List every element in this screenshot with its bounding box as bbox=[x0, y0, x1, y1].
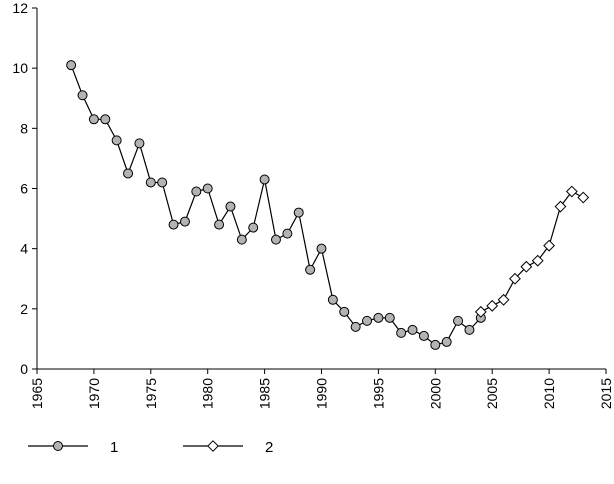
x-tick-label: 2015 bbox=[598, 378, 614, 409]
series-1-point bbox=[327, 294, 338, 305]
series-1-point bbox=[111, 135, 122, 146]
series-1-point bbox=[168, 219, 179, 230]
series-1-point bbox=[282, 228, 293, 239]
series-2-point bbox=[474, 305, 487, 318]
series-layer bbox=[66, 60, 590, 350]
series-2-line bbox=[480, 190, 584, 313]
series-2-point bbox=[565, 185, 578, 198]
series-1-point bbox=[430, 339, 441, 350]
x-tick-label: 1970 bbox=[86, 378, 102, 409]
series-1-point bbox=[134, 138, 145, 149]
series-2-point bbox=[531, 254, 544, 267]
series-1-point bbox=[407, 324, 418, 335]
series-2 bbox=[474, 185, 590, 318]
x-tick-label: 1980 bbox=[200, 378, 216, 409]
series-1-point bbox=[441, 336, 452, 347]
series-1-point bbox=[179, 216, 190, 227]
x-tick-label: 2005 bbox=[484, 378, 500, 409]
series-1-line bbox=[70, 64, 482, 346]
y-tick-label: 10 bbox=[12, 60, 28, 76]
series-1-point bbox=[88, 114, 99, 125]
series-1-point bbox=[66, 60, 77, 71]
y-tick-label: 4 bbox=[20, 241, 28, 257]
series-1-point bbox=[418, 330, 429, 341]
series-1-point bbox=[339, 306, 350, 317]
series-1-point bbox=[453, 315, 464, 326]
x-tick-label: 1965 bbox=[29, 378, 45, 409]
axes: 0 2 4 6 8 10 12 1965 1970 1975 1980 1985 1990 1995 200… bbox=[12, 0, 614, 409]
x-tick-label: 1985 bbox=[257, 378, 273, 409]
series-1-point bbox=[293, 207, 304, 218]
series-1-point bbox=[316, 243, 327, 254]
x-tick-label: 1990 bbox=[314, 378, 330, 409]
series-1-point bbox=[248, 222, 259, 233]
legend-item-2: 2 bbox=[183, 439, 273, 456]
y-tick-label: 2 bbox=[20, 301, 28, 317]
legend-marker bbox=[207, 440, 219, 452]
series-1-point bbox=[236, 234, 247, 245]
x-tick-label: 2000 bbox=[427, 378, 443, 409]
x-tick-label: 2010 bbox=[541, 378, 557, 409]
series-1-point bbox=[157, 177, 168, 188]
y-tick-label: 6 bbox=[20, 181, 28, 197]
series-1-point bbox=[373, 312, 384, 323]
series-1-point bbox=[191, 186, 202, 197]
x-tick-label: 1975 bbox=[143, 378, 159, 409]
series-2-point bbox=[554, 200, 567, 213]
series-2-point bbox=[520, 260, 533, 273]
series-2-point bbox=[509, 272, 521, 285]
series-2-point bbox=[497, 293, 510, 306]
series-1-point bbox=[225, 201, 236, 212]
series-1-point bbox=[464, 324, 475, 335]
x-tick-label: 1995 bbox=[370, 378, 386, 409]
series-1 bbox=[66, 60, 486, 350]
series-1-point bbox=[100, 114, 111, 125]
legend-label: 2 bbox=[265, 439, 273, 456]
series-2-point bbox=[543, 239, 556, 252]
series-1-point bbox=[396, 327, 407, 338]
series-2-point bbox=[577, 191, 590, 204]
y-tick-label: 0 bbox=[20, 361, 28, 377]
y-tick-label: 8 bbox=[20, 120, 28, 136]
series-1-point bbox=[259, 174, 270, 185]
series-1-point bbox=[214, 219, 225, 230]
legend-marker bbox=[53, 441, 63, 451]
legend-label: 1 bbox=[110, 439, 118, 456]
y-tick-label: 12 bbox=[12, 0, 28, 16]
series-1-point bbox=[384, 312, 395, 323]
series-2-point bbox=[486, 299, 499, 312]
series-1-point bbox=[202, 183, 213, 194]
series-1-point bbox=[350, 321, 361, 332]
series-1-point bbox=[123, 168, 134, 179]
legend-item-1: 1 bbox=[28, 439, 118, 456]
series-1-point bbox=[145, 177, 156, 188]
series-1-point bbox=[270, 234, 281, 245]
series-1-point bbox=[77, 90, 88, 101]
series-1-point bbox=[362, 315, 373, 326]
series-1-point bbox=[305, 264, 316, 275]
